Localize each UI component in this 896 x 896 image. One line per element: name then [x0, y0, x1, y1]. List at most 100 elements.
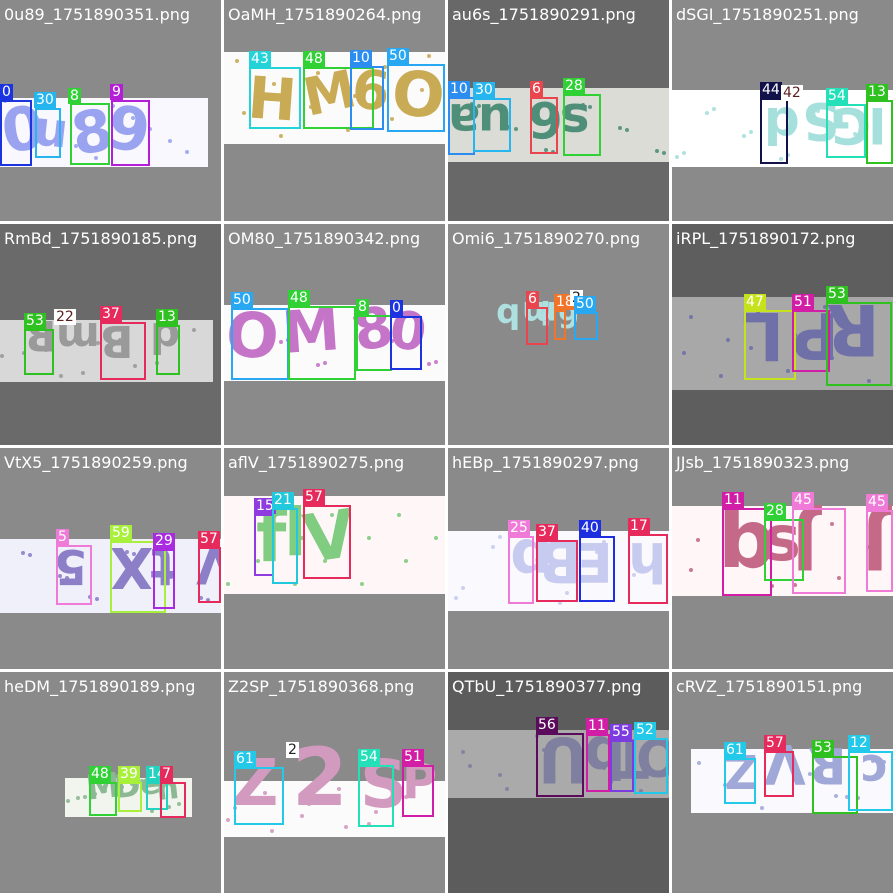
detection-box [536, 540, 578, 602]
detection-box [530, 97, 558, 154]
noise-dot [249, 315, 253, 319]
detection-box [160, 782, 186, 818]
noise-dot [602, 540, 606, 544]
noise-dot [76, 796, 80, 800]
noise-dot [367, 822, 371, 826]
noise-dot [505, 787, 509, 791]
noise-dot [206, 598, 210, 602]
noise-dot [263, 791, 267, 795]
noise-dot [618, 126, 622, 130]
detection-box [744, 310, 796, 380]
noise-dot [760, 806, 764, 810]
detection-box [358, 765, 394, 827]
tile-filename: Omi6_1751890270.png [452, 229, 641, 248]
detection-box [254, 514, 274, 576]
tile-filename: au6s_1751890291.png [452, 5, 636, 24]
detection-label: 13 [156, 309, 178, 325]
detection-label: 57 [303, 489, 325, 505]
noise-dot [330, 513, 334, 517]
noise-dot [125, 550, 129, 554]
detection-box [448, 97, 475, 155]
noise-dot [797, 771, 801, 775]
noise-dot [353, 94, 357, 98]
detection-label: 10 [350, 50, 372, 66]
detection-label: 45 [792, 492, 814, 508]
noise-dot [397, 337, 401, 341]
detection-label: 12 [848, 735, 870, 751]
detection-box [288, 306, 356, 380]
noise-dot [655, 149, 659, 153]
noise-dot [491, 545, 495, 549]
noise-dot [95, 597, 99, 601]
noise-dot [734, 784, 738, 788]
detection-label: 57 [198, 531, 220, 547]
detection-label: 47 [744, 294, 766, 310]
detection-box [0, 100, 32, 166]
noise-dot [646, 741, 650, 745]
detection-box [198, 547, 221, 603]
noise-dot [103, 789, 107, 793]
noise-dot [845, 795, 849, 799]
noise-dot [542, 748, 546, 752]
noise-dot [697, 761, 701, 765]
noise-dot [374, 810, 378, 814]
tile: UbTQ56115552QTbU_1751890377.png [448, 672, 669, 893]
noise-dot [749, 346, 753, 350]
noise-dot [279, 340, 283, 344]
detection-label: 53 [24, 313, 46, 329]
detection-box [848, 751, 893, 811]
detection-label: 30 [473, 82, 495, 98]
noise-dot [300, 814, 304, 818]
detection-label: 61 [724, 742, 746, 758]
noise-dot [742, 134, 746, 138]
detection-box [356, 315, 392, 371]
noise-dot [528, 568, 532, 572]
noise-dot [96, 341, 100, 345]
detection-label: 30 [34, 92, 56, 108]
noise-dot [871, 759, 875, 763]
tile-filename: VtX5_1751890259.png [4, 453, 188, 472]
noise-dot [874, 515, 878, 519]
noise-dot [662, 151, 666, 155]
detection-label: 17 [628, 518, 650, 534]
detection-label: 52 [634, 722, 656, 738]
noise-dot [856, 796, 860, 800]
detection-label: 8 [356, 299, 369, 315]
noise-dot [177, 802, 181, 806]
detection-box [56, 545, 92, 605]
tile: a u 6 s 10 30 6 28 au6s_1751890291.png [448, 0, 669, 221]
detection-label: 53 [812, 740, 834, 756]
captcha-strip [0, 98, 208, 167]
detection-box [586, 734, 610, 792]
noise-dot [83, 795, 87, 799]
detection-label: 40 [579, 520, 601, 536]
detection-label: 48 [89, 766, 111, 782]
detection-label: 25 [508, 520, 530, 536]
detection-box [231, 308, 289, 380]
detection-box [35, 108, 61, 158]
noise-dot [461, 750, 465, 754]
detection-box [760, 98, 788, 164]
detection-box [826, 104, 866, 158]
noise-dot [756, 310, 760, 314]
noise-dot [169, 575, 173, 579]
noise-dot [404, 795, 408, 799]
noise-dot [420, 88, 424, 92]
noise-dot [712, 107, 716, 111]
noise-dot [572, 757, 576, 761]
noise-dot [434, 536, 438, 540]
detection-box [722, 508, 772, 596]
tile: L P R 47 51 53 iRPL_1751890172.png [672, 224, 893, 445]
noise-dot [639, 563, 643, 567]
tile-filename: RmBd_1751890185.png [4, 229, 198, 248]
detection-box [146, 782, 168, 810]
detection-box [24, 329, 54, 375]
noise-dot [199, 596, 203, 600]
noise-dot [111, 104, 115, 108]
detection-label: 50 [387, 48, 409, 64]
noise-dot [226, 582, 230, 586]
detection-label: 11 [586, 718, 608, 734]
